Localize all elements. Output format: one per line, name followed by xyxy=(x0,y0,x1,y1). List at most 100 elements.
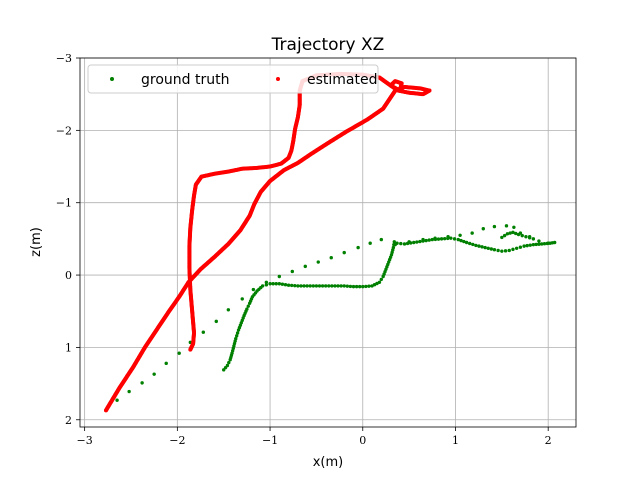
ground-truth-point xyxy=(274,282,278,286)
legend-label-estimated: estimated xyxy=(307,72,378,88)
ground-truth-point xyxy=(227,360,231,365)
ground-truth-point xyxy=(240,297,244,301)
ground-truth-point xyxy=(391,245,396,250)
ground-truth-point xyxy=(356,245,360,250)
ground-truth-point xyxy=(477,244,481,248)
ground-truth-point xyxy=(481,227,485,231)
ground-truth-point xyxy=(442,236,447,241)
ground-truth-point xyxy=(524,235,528,239)
ground-truth-point xyxy=(508,231,512,235)
ground-truth-point xyxy=(234,334,239,338)
ground-truth-point xyxy=(505,232,510,236)
ground-truth-point xyxy=(537,242,541,246)
x-tick-label: 1 xyxy=(452,434,459,447)
y-tick-label: −2 xyxy=(56,124,72,137)
ground-truth-point xyxy=(545,241,549,246)
ground-truth-point xyxy=(522,244,526,248)
ground-truth-point xyxy=(392,240,396,244)
ground-truth-point xyxy=(264,283,269,287)
ground-truth-point xyxy=(296,284,300,288)
ground-truth-point xyxy=(235,331,240,335)
ground-truth-point xyxy=(395,241,399,245)
ground-truth-point xyxy=(348,284,353,289)
ground-truth-point xyxy=(471,242,475,247)
ground-truth-point xyxy=(537,239,541,243)
ground-truth-point xyxy=(368,241,372,245)
ground-truth-point xyxy=(500,249,504,253)
chart-title: Trajectory XZ xyxy=(271,35,385,55)
ground-truth-point xyxy=(412,240,416,245)
ground-truth-point xyxy=(514,231,518,236)
ground-truth-point xyxy=(518,245,523,249)
x-axis-label: x(m) xyxy=(313,455,344,470)
ground-truth-point xyxy=(542,242,547,246)
ground-truth-point xyxy=(415,240,419,244)
ground-truth-point xyxy=(405,241,410,246)
legend: ground truth estimated xyxy=(87,64,379,94)
legend-marker-estimated xyxy=(276,77,280,81)
ground-truth-point xyxy=(459,238,463,243)
ground-truth-point xyxy=(421,239,425,243)
ground-truth-point xyxy=(364,284,368,289)
ground-truth-point xyxy=(367,284,371,288)
x-tick-label: 2 xyxy=(545,434,552,447)
grid-lines xyxy=(80,57,576,427)
ground-truth-point xyxy=(268,282,272,286)
ground-truth-point xyxy=(539,242,544,246)
legend-marker-ground-truth xyxy=(110,77,114,81)
ground-truth-point xyxy=(424,238,428,243)
ground-truth-point xyxy=(333,284,337,288)
ground-truth-point xyxy=(496,248,500,253)
ground-truth-point xyxy=(317,284,322,288)
ground-truth-point xyxy=(392,242,396,247)
ground-truth-point xyxy=(511,247,515,252)
legend-label-ground-truth: ground truth xyxy=(141,72,229,88)
ground-truth-point xyxy=(342,284,346,288)
ground-truth-point xyxy=(286,283,291,287)
ground-truth-point xyxy=(245,307,249,311)
ground-truth-point xyxy=(379,237,384,242)
ground-truth-point xyxy=(314,284,319,288)
ground-truth-point xyxy=(140,381,144,385)
ground-truth-point xyxy=(329,255,333,260)
ground-truth-point xyxy=(486,246,490,250)
x-tick-label: −3 xyxy=(77,434,93,447)
ground-truth-point xyxy=(214,319,218,324)
ground-truth-point xyxy=(511,230,515,235)
ground-truth-point xyxy=(293,283,297,288)
ground-truth-point xyxy=(512,225,516,230)
axis-ticks: −3 −2 −1 0 1 2 −3 −2 −1 0 1 2 xyxy=(56,52,552,447)
ground-truth-point xyxy=(377,280,382,284)
ground-truth-point xyxy=(351,284,356,289)
ground-truth-point xyxy=(464,240,469,245)
ground-truth-point xyxy=(492,248,497,252)
y-tick-label: −1 xyxy=(56,197,72,210)
ground-truth-point xyxy=(345,284,350,288)
ground-truth-point xyxy=(361,284,365,289)
ground-truth-point xyxy=(246,304,250,308)
series-ground-truth xyxy=(104,224,557,413)
ground-truth-point xyxy=(480,245,484,249)
ground-truth-point xyxy=(527,236,532,240)
ground-truth-point xyxy=(433,237,438,242)
ground-truth-point xyxy=(311,284,316,288)
ground-truth-point xyxy=(336,284,340,288)
ground-truth-point xyxy=(449,236,453,240)
x-tick-label: −2 xyxy=(169,434,185,447)
x-tick-label: 0 xyxy=(359,434,366,447)
ground-truth-point xyxy=(528,243,532,247)
ground-truth-point xyxy=(339,284,343,288)
estimated-point xyxy=(188,347,193,352)
ground-truth-point xyxy=(379,277,384,282)
ground-truth-point xyxy=(474,243,478,248)
ground-truth-point xyxy=(489,247,494,251)
ground-truth-point xyxy=(500,235,504,240)
ground-truth-point xyxy=(277,282,282,286)
ground-truth-point xyxy=(467,241,472,246)
ground-truth-point xyxy=(507,248,511,253)
ground-truth-point xyxy=(399,241,403,246)
ground-truth-point xyxy=(188,340,193,345)
ground-truth-point xyxy=(458,233,462,237)
ground-truth-point xyxy=(320,284,325,288)
